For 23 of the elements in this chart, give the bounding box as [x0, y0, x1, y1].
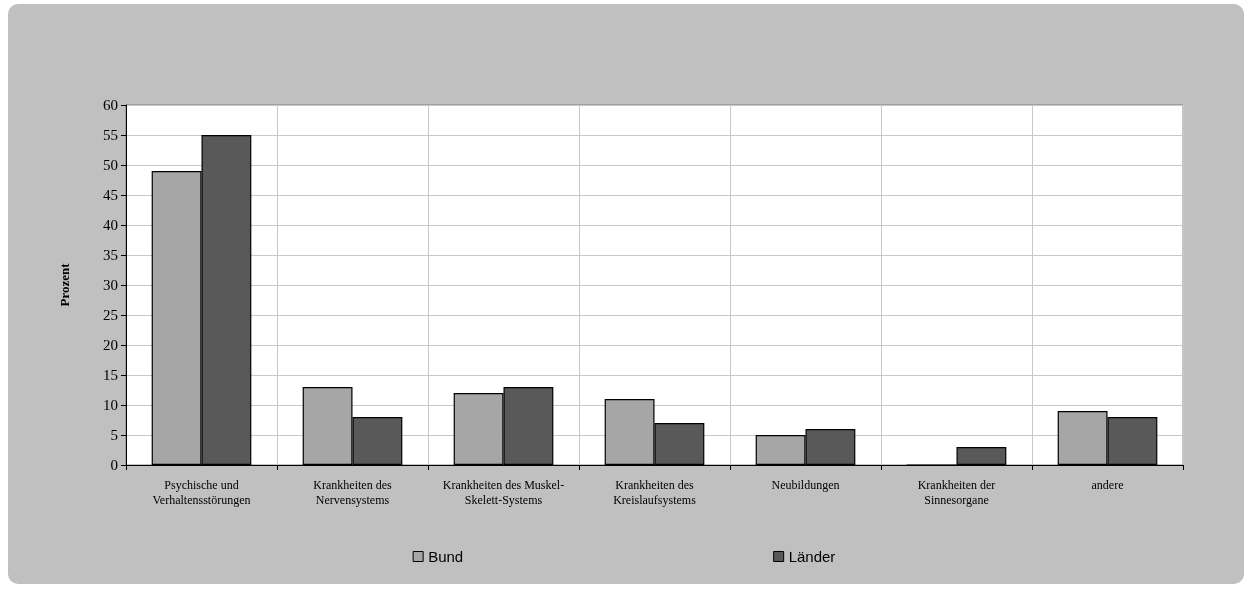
y-tick-label: 45 — [103, 187, 118, 203]
y-tick-label: 55 — [103, 127, 118, 143]
y-tick-label: 5 — [110, 427, 118, 443]
y-tick-label: 0 — [110, 457, 118, 473]
x-tick-label: Krankheiten des Kreislaufsystems — [613, 477, 697, 507]
legend-label: Länder — [788, 548, 836, 565]
y-tick-label: 25 — [103, 307, 118, 323]
y-tick-label: 15 — [103, 367, 118, 383]
x-tick-label: andere — [1091, 477, 1124, 492]
y-tick-label: 50 — [103, 157, 118, 173]
y-tick-label: 10 — [103, 397, 118, 413]
y-tick-label: 20 — [103, 337, 118, 353]
x-tick-label: Krankheiten des Nervensystems — [313, 477, 392, 507]
x-tick-label: Krankheiten des Muskel- Skelett-Systems — [442, 477, 565, 507]
y-tick-label: 60 — [103, 97, 118, 113]
x-tick-label: Krankheiten der Sinnesorgane — [917, 477, 996, 507]
legend-label: Bund — [428, 548, 464, 565]
y-tick-label: 40 — [103, 217, 118, 233]
y-tick-label: 30 — [103, 277, 118, 293]
y-tick-label: 35 — [103, 247, 118, 263]
x-tick-label: Neubildungen — [771, 477, 840, 492]
x-tick-label: Psychische und Verhaltensstörungen — [152, 477, 251, 507]
y-axis-title: Prozent — [57, 262, 72, 307]
